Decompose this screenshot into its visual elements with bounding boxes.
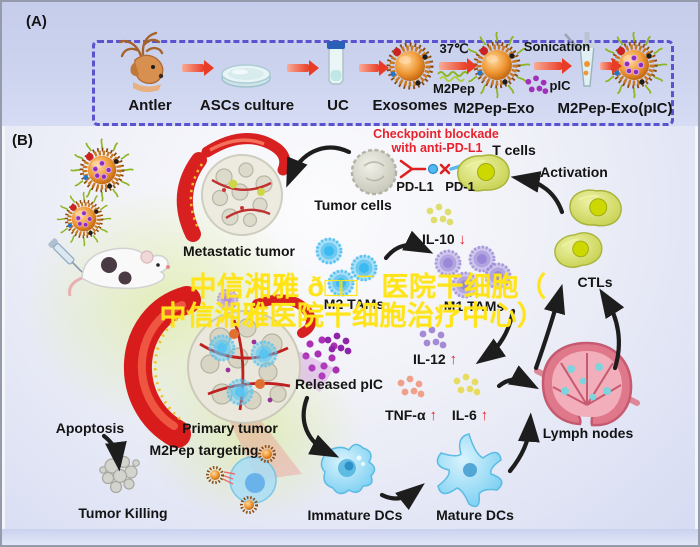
primary-tumor-icon	[123, 286, 334, 480]
label-primary-tumor: Primary tumor	[182, 420, 278, 436]
mature-dc-icon	[436, 433, 503, 508]
process-arrow	[287, 60, 319, 76]
label-activation: Activation	[540, 164, 608, 180]
label-uc: UC	[327, 97, 349, 114]
il12-up-arrow: ↑	[449, 351, 458, 368]
process-arrow	[182, 60, 214, 76]
label-apoptosis: Apoptosis	[55, 420, 125, 436]
process-arrow	[600, 58, 622, 74]
lymph-nodes-icon	[534, 341, 640, 427]
arrow-m1-to-il12	[475, 308, 516, 365]
label-temperature: 37℃	[439, 41, 469, 56]
label-ctls: CTLs	[577, 274, 613, 290]
il6-text: IL-6	[451, 407, 477, 423]
watermark-line-1: 中信湘雅 ð□□¯ 医院干细胞（	[189, 272, 547, 302]
label-m2pep-exo-pic: M2Pep-Exo(pIC)	[557, 100, 673, 117]
bottom-band	[2, 529, 698, 545]
label-tumor-cells: Tumor cells	[314, 197, 392, 213]
mouse-icon	[68, 247, 170, 297]
process-arrow	[359, 60, 389, 76]
tumor-cell-icon	[350, 148, 398, 196]
apoptotic-cell-icon	[99, 455, 140, 494]
label-metastatic-tumor: Metastatic tumor	[182, 243, 296, 259]
tnf-up-arrow: ↑	[429, 407, 437, 424]
panel-b-tag: (B)	[12, 132, 33, 149]
label-ascs-culture: ASCs culture	[199, 97, 295, 114]
pic-dots-a-icon	[525, 75, 549, 94]
label-sonication: Sonication	[523, 39, 591, 54]
uc-tube-icon	[327, 41, 345, 85]
il10-dots-icon	[426, 203, 454, 226]
il10-down-arrow: ↓	[458, 231, 467, 248]
tnf-text: TNF-α	[385, 407, 426, 423]
label-m2pep: M2Pep	[433, 81, 475, 96]
sonication-tube-icon	[564, 32, 596, 87]
process-arrow-sonication	[534, 58, 572, 74]
label-il10: IL-10 ↓	[422, 232, 466, 248]
label-mature-dcs: Mature DCs	[436, 507, 514, 523]
arrow-maturedc-to-lymph	[507, 412, 540, 474]
ctl-cell-icon	[551, 229, 605, 271]
label-m2pep-targeting: M2Pep targeting	[149, 442, 259, 458]
deer-icon	[118, 31, 164, 93]
il10-text: IL-10	[421, 231, 455, 247]
panel-a-tag: (A)	[26, 13, 47, 30]
label-pd-l1: PD-L1	[396, 179, 434, 194]
il6-dots-icon	[453, 373, 481, 396]
label-checkpoint-1: Checkpoint blockade	[373, 127, 499, 141]
panel-a-dashed-box	[92, 40, 674, 126]
arrow-activation	[510, 171, 565, 215]
exosome-particle-icon	[69, 137, 135, 203]
exosome-icon	[389, 45, 432, 88]
arrow-immature-to-mature	[379, 483, 425, 511]
arrow-lymph-to-ctls-right	[599, 288, 625, 371]
label-immature-dcs: Immature DCs	[307, 507, 403, 523]
arrow-pic-to-immature-dc	[301, 395, 340, 458]
released-pic-dots-icon	[324, 332, 352, 355]
arrow-m2-to-m1	[383, 230, 434, 261]
ctl-cell-icon	[566, 185, 625, 231]
label-tumor-killing: Tumor Killing	[78, 505, 168, 521]
label-m2-tams: M2 TAMs	[323, 296, 385, 312]
label-pic: pIC	[549, 78, 571, 93]
m2pep-targeting-icon	[206, 445, 277, 514]
label-lymph-nodes: Lymph nodes	[542, 425, 634, 441]
arrow-apoptosis	[101, 433, 127, 472]
label-checkpoint-2: with anti-PD-L1	[391, 141, 483, 155]
m2pep-zigzag-icon	[437, 71, 469, 82]
petri-dish-icon	[221, 64, 271, 88]
label-tnf: TNF-α ↑	[385, 408, 437, 424]
label-il12: IL-12 ↑	[413, 352, 457, 368]
label-antler: Antler	[128, 97, 172, 114]
il12-text: IL-12	[412, 351, 446, 367]
il6-up-arrow: ↑	[480, 407, 489, 424]
label-m2pep-exo: M2Pep-Exo	[453, 100, 535, 117]
flow-arrows	[101, 145, 625, 511]
arrow-lymph-to-ctls-left	[533, 283, 566, 371]
process-arrow-37c	[439, 58, 477, 74]
arrow-il6-to-lymph	[496, 365, 540, 390]
label-exosomes: Exosomes	[372, 97, 448, 114]
arrow-tumorcells-to-metastatic	[286, 145, 352, 188]
label-t-cells: T cells	[492, 142, 536, 158]
syringe-icon	[48, 238, 83, 273]
label-pd-1: PD-1	[445, 179, 475, 194]
label-m1-tams: M1 TAMs	[443, 298, 505, 314]
antibody-pd-interaction-icon	[399, 159, 466, 179]
label-il6: IL-6 ↑	[452, 408, 488, 424]
metastatic-tumor-icon	[176, 133, 291, 242]
watermark-line-2: 中信湘雅医院干细胞治疗中心）	[159, 301, 545, 331]
tnf-dots-icon	[397, 375, 425, 398]
label-released-pic: Released pIC	[295, 376, 383, 392]
